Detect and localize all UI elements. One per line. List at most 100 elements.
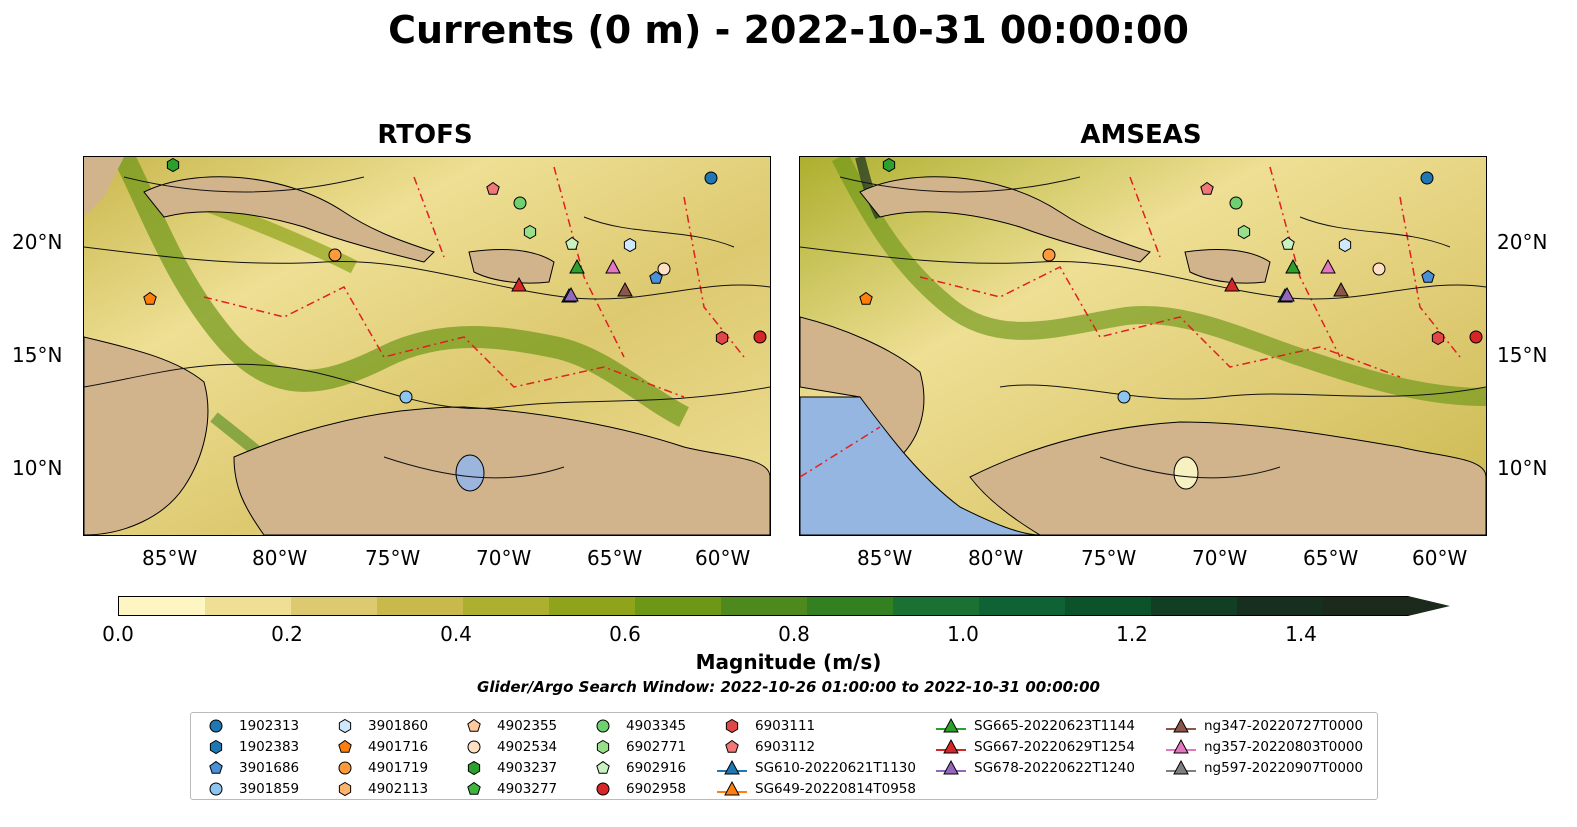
colorbar-segment bbox=[979, 597, 1065, 615]
legend-item: 4901716 bbox=[328, 738, 428, 756]
legend-item: 4902534 bbox=[457, 738, 557, 756]
map-marker[interactable] bbox=[1285, 258, 1301, 274]
map-marker[interactable] bbox=[1431, 330, 1445, 346]
circle-marker-icon bbox=[328, 759, 362, 777]
colorbar-segment bbox=[291, 597, 377, 615]
map-marker[interactable] bbox=[1421, 269, 1435, 283]
map-marker[interactable] bbox=[513, 196, 527, 210]
map-marker[interactable] bbox=[1200, 181, 1214, 195]
legend-label: 1902383 bbox=[239, 739, 300, 755]
map-marker[interactable] bbox=[617, 281, 633, 297]
legend-item: 4903345 bbox=[586, 717, 686, 735]
hexagon-marker-icon bbox=[586, 738, 620, 756]
legend-label: 4901719 bbox=[368, 760, 429, 776]
panel-title-rtofs: RTOFS bbox=[377, 120, 473, 150]
lat-tick-right: 20°N bbox=[1497, 230, 1548, 254]
map-marker[interactable] bbox=[1320, 258, 1336, 274]
map-marker[interactable] bbox=[1117, 390, 1131, 404]
pentagon-marker-icon bbox=[328, 738, 362, 756]
map-marker[interactable] bbox=[166, 157, 180, 173]
legend-item: 4903277 bbox=[457, 780, 557, 798]
lake-maracaibo bbox=[455, 454, 485, 492]
map-marker[interactable] bbox=[1224, 276, 1240, 292]
legend-item: SG665-20220623T1144 bbox=[934, 717, 1135, 735]
map-marker[interactable] bbox=[1420, 171, 1434, 185]
lon-tick-amseas: 85°W bbox=[857, 546, 913, 570]
legend-label: 6903111 bbox=[755, 718, 816, 734]
legend-label: 3901859 bbox=[239, 781, 300, 797]
map-marker[interactable] bbox=[1333, 281, 1349, 297]
map-rtofs[interactable] bbox=[83, 156, 771, 536]
lon-tick-rtofs: 60°W bbox=[695, 546, 751, 570]
legend-item: SG667-20220629T1254 bbox=[934, 738, 1135, 756]
colorbar-segment bbox=[721, 597, 807, 615]
lon-tick-rtofs: 75°W bbox=[365, 546, 421, 570]
map-marker[interactable] bbox=[328, 248, 342, 262]
circle-marker-icon bbox=[586, 717, 620, 735]
map-marker[interactable] bbox=[569, 258, 585, 274]
map-marker[interactable] bbox=[486, 181, 500, 195]
map-marker[interactable] bbox=[1338, 237, 1352, 253]
map-amseas[interactable] bbox=[799, 156, 1487, 536]
colorbar-segment bbox=[635, 597, 721, 615]
map-marker[interactable] bbox=[399, 390, 413, 404]
pacific-ocean bbox=[800, 396, 1041, 535]
eez-boundaries bbox=[203, 166, 745, 398]
map-marker[interactable] bbox=[882, 157, 896, 173]
legend-item: 4903237 bbox=[457, 759, 557, 777]
map-marker[interactable] bbox=[565, 236, 579, 250]
map-marker[interactable] bbox=[657, 262, 671, 276]
map-marker[interactable] bbox=[511, 276, 527, 292]
lon-tick-rtofs: 80°W bbox=[252, 546, 308, 570]
legend-label: ng357-20220803T0000 bbox=[1204, 739, 1364, 755]
legend-label: 4903345 bbox=[626, 718, 687, 734]
lon-tick-rtofs: 85°W bbox=[142, 546, 198, 570]
colorbar-extend-arrow bbox=[1408, 596, 1450, 616]
figure-title: Currents (0 m) - 2022-10-31 00:00:00 bbox=[388, 8, 1189, 52]
map-amseas-svg bbox=[800, 157, 1486, 535]
map-marker[interactable] bbox=[623, 237, 637, 253]
lon-tick-amseas: 65°W bbox=[1303, 546, 1359, 570]
legend-label: SG610-20220621T1130 bbox=[755, 760, 916, 776]
map-marker[interactable] bbox=[859, 291, 873, 305]
map-marker[interactable] bbox=[649, 270, 663, 284]
map-marker[interactable] bbox=[1469, 330, 1483, 344]
circle-marker-icon bbox=[199, 780, 233, 798]
legend-label: ng347-20220727T0000 bbox=[1204, 718, 1364, 734]
pentagon-marker-icon bbox=[715, 738, 749, 756]
legend-item: 4902355 bbox=[457, 717, 557, 735]
map-marker[interactable] bbox=[753, 330, 767, 344]
cuba-landmass bbox=[143, 176, 435, 263]
map-marker[interactable] bbox=[1372, 262, 1386, 276]
legend-label: ng597-20220907T0000 bbox=[1204, 760, 1364, 776]
map-marker[interactable] bbox=[1237, 224, 1251, 240]
legend-item: ng347-20220727T0000 bbox=[1164, 717, 1363, 735]
colorbar-segment bbox=[463, 597, 549, 615]
map-marker[interactable] bbox=[143, 291, 157, 305]
triangle-marker-icon bbox=[1164, 738, 1198, 756]
map-marker[interactable] bbox=[715, 330, 729, 346]
lon-tick-rtofs: 70°W bbox=[476, 546, 532, 570]
map-marker[interactable] bbox=[704, 171, 718, 185]
hexagon-marker-icon bbox=[199, 738, 233, 756]
map-marker[interactable] bbox=[563, 286, 579, 302]
triangle-marker-icon bbox=[715, 780, 749, 798]
lat-tick-left: 15°N bbox=[12, 343, 63, 367]
map-marker[interactable] bbox=[1279, 286, 1295, 302]
colorbar-segment bbox=[119, 597, 205, 615]
lon-tick-amseas: 70°W bbox=[1192, 546, 1248, 570]
map-marker[interactable] bbox=[1281, 236, 1295, 250]
lon-tick-amseas: 75°W bbox=[1081, 546, 1137, 570]
map-marker[interactable] bbox=[1042, 248, 1056, 262]
current-jet bbox=[114, 157, 690, 427]
lat-tick-right: 10°N bbox=[1497, 456, 1548, 480]
lat-tick-right: 15°N bbox=[1497, 343, 1548, 367]
map-marker[interactable] bbox=[523, 224, 537, 240]
colorbar-tick: 0.2 bbox=[271, 622, 303, 646]
colorbar-segment bbox=[893, 597, 979, 615]
colorbar-tick: 0.4 bbox=[440, 622, 472, 646]
pentagon-marker-icon bbox=[199, 759, 233, 777]
map-marker[interactable] bbox=[1229, 196, 1243, 210]
legend-label: 1902313 bbox=[239, 718, 300, 734]
map-marker[interactable] bbox=[605, 258, 621, 274]
